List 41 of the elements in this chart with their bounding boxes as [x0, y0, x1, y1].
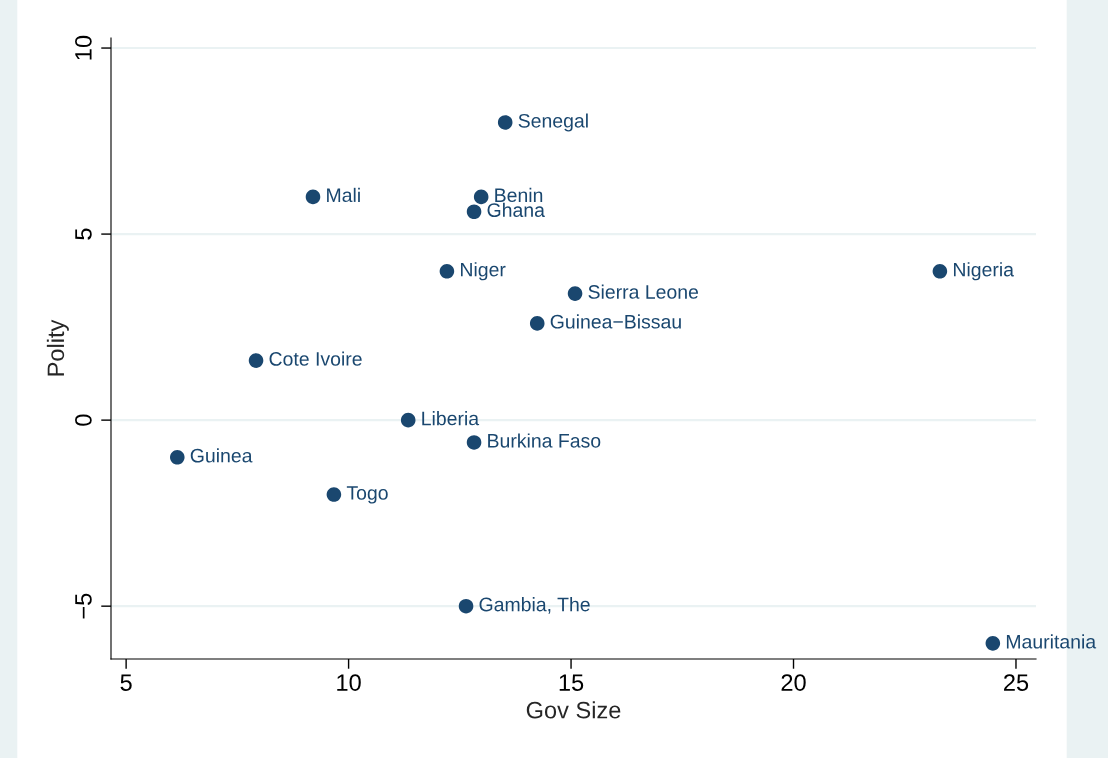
- point: [170, 450, 185, 465]
- y-axis-title: Polity: [46, 319, 69, 376]
- point: [326, 487, 342, 502]
- point: [458, 598, 474, 614]
- y-tick-label: 10: [75, 35, 92, 60]
- point: [567, 286, 583, 301]
- y-tick-label: 5: [75, 228, 92, 240]
- annotation: Benin: [495, 187, 543, 203]
- annotation: Liberia: [422, 411, 480, 426]
- x-axis-title: Gov Size: [526, 701, 621, 719]
- point: [439, 264, 455, 279]
- y-tick-label: 0: [75, 414, 92, 426]
- annotation: Mauritania: [1006, 634, 1097, 649]
- annotation: Mali: [327, 187, 360, 203]
- x-tick-label: 15: [559, 674, 584, 691]
- point: [466, 204, 482, 220]
- y-tick-label: −5: [75, 593, 92, 619]
- point: [529, 316, 545, 331]
- point: [497, 115, 513, 130]
- point: [466, 435, 482, 450]
- point: [473, 189, 489, 205]
- annotation: Cote Ivoire: [269, 351, 362, 366]
- annotation: Senegal: [518, 113, 588, 132]
- x-tick-label: 5: [120, 674, 132, 691]
- annotation: Guinea: [190, 448, 253, 463]
- x-tick-label: 25: [1004, 674, 1029, 691]
- annotation: Sierra Leone: [588, 284, 699, 299]
- annotation: Gambia, The: [479, 597, 590, 614]
- point: [305, 189, 321, 205]
- annotation: Niger: [461, 262, 506, 281]
- point: [985, 636, 1001, 651]
- annotation: Nigeria: [953, 262, 1014, 281]
- x-tick-label: 10: [337, 674, 361, 691]
- annotation: Ghana: [487, 202, 545, 217]
- annotation: Togo: [346, 486, 388, 504]
- point: [400, 412, 416, 428]
- annotation: Burkina Faso: [488, 433, 601, 448]
- x-tick-label: 20: [781, 674, 806, 691]
- annotation: Guinea−Bissau: [550, 314, 681, 329]
- point: [248, 353, 264, 368]
- point: [932, 264, 948, 279]
